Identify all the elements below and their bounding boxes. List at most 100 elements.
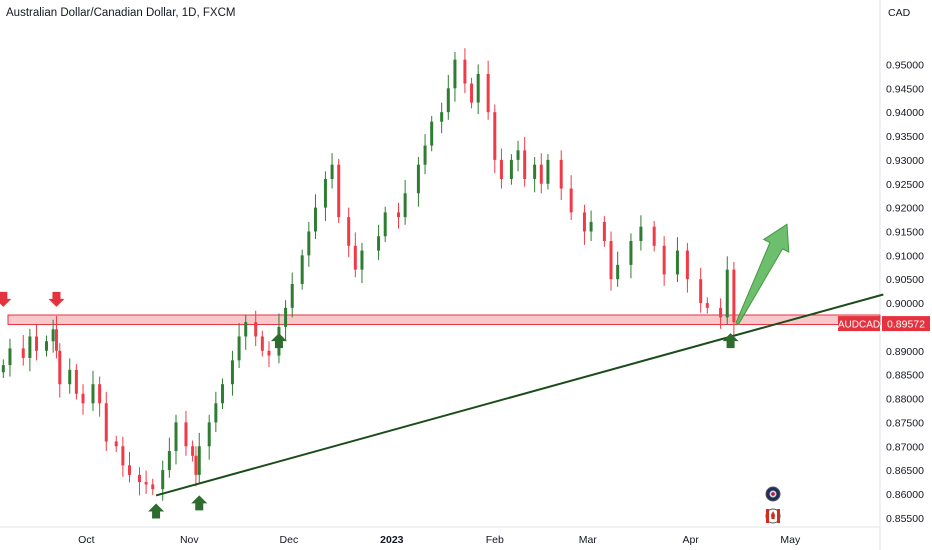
candle-body	[214, 403, 218, 423]
candle-body	[539, 164, 543, 184]
candle-body	[144, 482, 148, 485]
australia-flag-icon	[765, 486, 781, 502]
candle-body	[121, 446, 125, 466]
candle-body	[685, 250, 689, 280]
candle-body	[675, 250, 679, 275]
candle-body	[21, 348, 25, 358]
x-tick-label: Oct	[78, 534, 94, 546]
candle-body	[91, 384, 95, 404]
sell-arrow-icon	[48, 291, 65, 307]
x-tick-label: Feb	[486, 534, 504, 546]
candle-body	[569, 188, 573, 213]
candle-body	[383, 212, 387, 237]
y-tick-label: 0.88500	[886, 370, 924, 382]
symbol-tag-label: AUDCAD	[838, 320, 880, 331]
x-tick-label: 2023	[380, 534, 404, 546]
candle-body	[230, 360, 234, 385]
support-zone	[7, 314, 881, 326]
symbol-tag	[838, 316, 880, 332]
candle-body	[68, 369, 72, 385]
candle-body	[167, 451, 171, 471]
candle-body	[54, 329, 58, 351]
candle-body	[128, 465, 132, 475]
x-tick-label: Apr	[683, 534, 700, 546]
candle-body	[463, 59, 467, 84]
buy-arrow-icon	[191, 495, 208, 511]
price-axis-currency: CAD	[888, 7, 911, 19]
y-tick-label: 0.91500	[886, 226, 924, 238]
y-tick-label: 0.94500	[886, 83, 924, 95]
x-tick-label: Mar	[579, 534, 598, 546]
candle-body	[1, 365, 5, 373]
x-tick-label: Nov	[180, 534, 199, 546]
candle-body	[732, 269, 736, 323]
candle-body	[533, 164, 537, 179]
candle-body	[191, 446, 195, 456]
candle-body	[589, 221, 593, 232]
candle-body	[360, 250, 364, 270]
candle-body	[705, 303, 709, 308]
chart-title: Australian Dollar/Canadian Dollar, 1D, F…	[6, 7, 236, 19]
candle-body	[137, 474, 141, 483]
buy-arrow-icon	[270, 333, 287, 349]
candle-body	[244, 322, 248, 337]
candle-body	[582, 212, 586, 232]
candle-body	[313, 207, 317, 232]
projection-arrow	[735, 223, 790, 325]
candle-body	[28, 336, 32, 358]
candle-body	[616, 264, 620, 280]
candle-body	[58, 350, 62, 385]
candle-body	[699, 279, 703, 304]
candles	[1, 48, 736, 501]
y-tick-label: 0.94000	[886, 107, 924, 119]
candle-body	[509, 159, 513, 179]
candle-body	[662, 245, 666, 275]
candle-body	[300, 255, 304, 284]
candle-body	[337, 164, 341, 218]
y-tick-label: 0.90000	[886, 298, 924, 310]
candle-body	[98, 384, 102, 404]
y-tick-label: 0.86000	[886, 489, 924, 501]
candle-body	[114, 441, 118, 447]
candle-body	[523, 150, 527, 179]
y-tick-label: 0.95000	[886, 59, 924, 71]
candle-body	[377, 236, 381, 251]
candle-body	[430, 121, 434, 146]
candle-body	[284, 307, 288, 327]
buy-arrow-icon	[722, 333, 739, 349]
y-tick-label: 0.87000	[886, 441, 924, 453]
candle-body	[184, 422, 188, 447]
candle-body	[423, 145, 427, 165]
x-tick-label: Dec	[280, 534, 299, 546]
y-tick-label: 0.93000	[886, 155, 924, 167]
candle-body	[323, 178, 327, 208]
candle-body	[559, 159, 563, 189]
sell-arrow-icon	[0, 291, 12, 307]
y-tick-label: 0.91000	[886, 250, 924, 262]
candle-body	[453, 59, 457, 89]
candle-body	[81, 393, 85, 404]
y-tick-label: 0.89000	[886, 346, 924, 358]
candle-body	[307, 231, 311, 256]
candle-body	[446, 88, 450, 113]
candle-body	[151, 484, 155, 490]
candle-body	[546, 159, 550, 184]
candle-body	[207, 422, 211, 447]
candle-body	[35, 336, 39, 351]
candle-body	[719, 307, 723, 318]
y-tick-label: 0.92000	[886, 203, 924, 215]
price-tag	[882, 316, 930, 332]
candle-body	[237, 336, 241, 361]
candle-body	[476, 73, 480, 103]
candle-body	[174, 422, 178, 452]
candle-body	[493, 112, 497, 160]
candle-body	[396, 212, 400, 218]
candle-body	[416, 164, 420, 194]
candle-body	[290, 283, 294, 308]
candle-body	[602, 221, 606, 242]
y-tick-label: 0.85500	[886, 513, 924, 525]
buy-arrow-icon	[148, 503, 165, 519]
candle-body	[440, 112, 444, 122]
candle-body	[486, 73, 490, 113]
